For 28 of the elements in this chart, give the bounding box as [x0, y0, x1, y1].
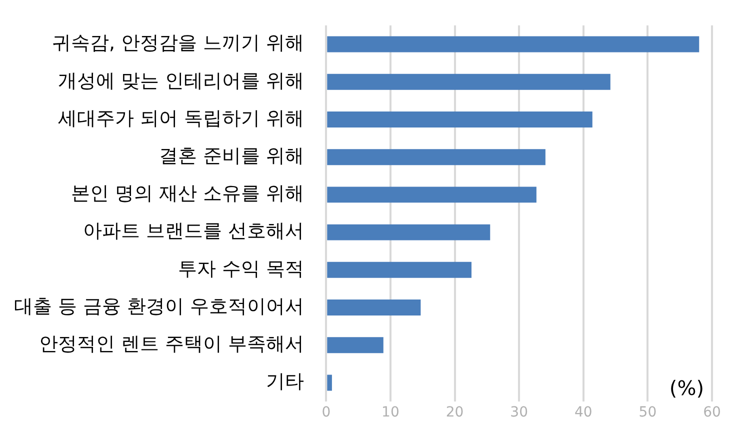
y-tick-label: 개성에 맞는 인테리어를 위해	[58, 70, 304, 92]
y-tick-label: 귀속감, 안정감을 느끼기 위해	[52, 32, 304, 54]
y-tick-label: 세대주가 되어 독립하기 위해	[58, 107, 304, 130]
x-axis-title: (%)	[669, 376, 704, 400]
bar	[327, 111, 592, 128]
bar	[327, 224, 490, 240]
x-tick-label: 0	[322, 404, 331, 421]
bar	[327, 149, 546, 166]
y-tick-label: 아파트 브랜드를 선호해서	[83, 220, 304, 242]
x-tick-label: 30	[510, 404, 528, 421]
y-tick-label: 결혼 준비를 위해	[159, 145, 304, 168]
x-tick-label: 20	[446, 404, 464, 421]
bar	[327, 74, 610, 90]
bar	[327, 186, 536, 203]
y-tick-label: 대출 등 금융 환경이 우호적이어서	[14, 295, 304, 318]
y-tick-label: 안정적인 렌트 주택이 부족해서	[39, 333, 304, 356]
bar	[327, 300, 421, 316]
bar	[327, 337, 384, 354]
x-tick-label: 60	[703, 404, 721, 421]
x-tick-label: 10	[382, 404, 400, 421]
x-tick-label: 40	[574, 404, 592, 421]
bar	[327, 36, 700, 52]
x-tick-label: 50	[638, 404, 657, 421]
bar	[327, 374, 332, 391]
y-tick-label: 본인 명의 재산 소유를 위해	[70, 182, 304, 205]
bar	[327, 262, 472, 278]
y-tick-label: 기타	[266, 370, 304, 393]
y-tick-label: 투자 수익 목적	[178, 258, 304, 280]
